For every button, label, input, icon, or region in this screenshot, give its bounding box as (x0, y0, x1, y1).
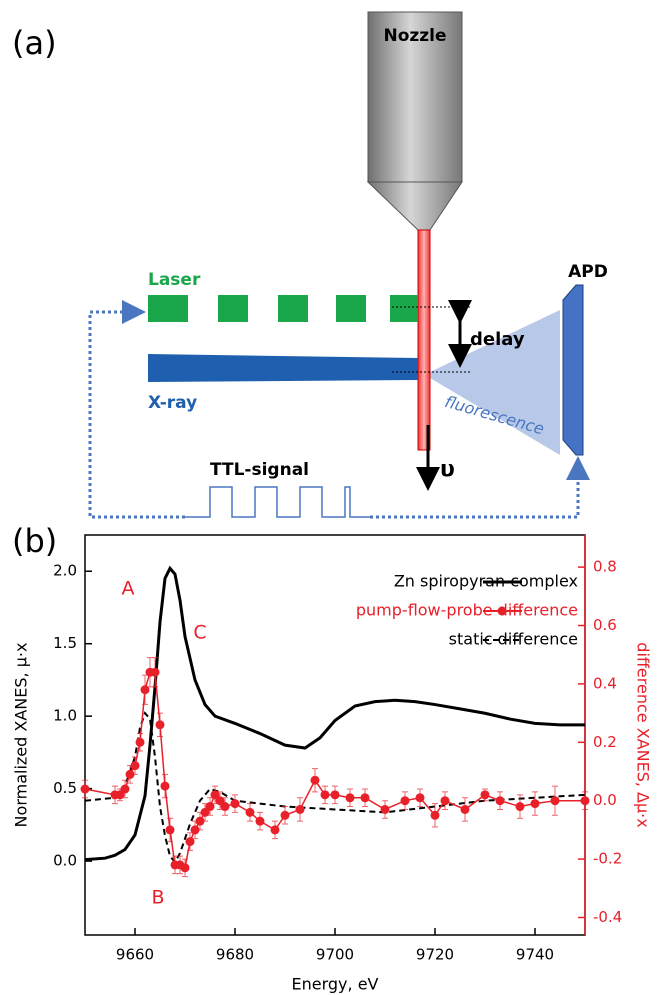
xray-beam (148, 354, 418, 382)
data-point (115, 790, 125, 800)
annotation: B (151, 887, 164, 909)
velocity-label: υ (440, 457, 455, 482)
data-point (155, 720, 165, 730)
panel-b: (b) 9660 9680 9700 9720 9740 0.0 0.5 1.0 1.5 2.0 -… (12, 522, 653, 994)
x-tick-label: 9740 (516, 946, 554, 964)
delay-label: delay (470, 329, 525, 350)
data-point (200, 807, 210, 817)
panel-a: (a) Nozzle Laser X-ray delay fluorescenc… (12, 11, 608, 519)
nozzle-label: Nozzle (383, 26, 446, 46)
panel-label: (a) (12, 24, 57, 62)
y2-tick-label: 0.2 (593, 733, 617, 751)
fluorescence-cone (430, 310, 560, 455)
data-point (160, 781, 170, 791)
data-point (150, 667, 160, 677)
apd-detector (562, 284, 584, 456)
y2-axis-label: difference XANES, Δμ·x (634, 642, 653, 827)
data-point (550, 796, 560, 806)
data-point (215, 796, 225, 806)
data-point (345, 793, 355, 803)
data-point (270, 825, 280, 835)
data-point (255, 816, 265, 826)
y2-tick-label: -0.2 (593, 850, 622, 868)
laser-label: Laser (148, 270, 201, 290)
data-point (515, 802, 525, 812)
trigger-line (370, 456, 590, 519)
y-tick-label: 1.0 (53, 707, 77, 725)
data-point (360, 793, 370, 803)
data-point (380, 804, 390, 814)
y-tick-label: 2.0 (53, 562, 77, 580)
series-line (84, 671, 585, 870)
legend-marker (497, 606, 507, 616)
y-tick-label: 0.0 (53, 852, 77, 870)
annotation: A (122, 578, 135, 600)
data-point (495, 796, 505, 806)
data-point (135, 737, 145, 747)
data-point (480, 790, 490, 800)
legend-label: static difference (449, 630, 578, 649)
data-point (195, 816, 205, 826)
data-point (245, 807, 255, 817)
nozzle (367, 11, 463, 183)
legend-label: Zn spiropyran complex (394, 572, 578, 591)
data-point (230, 799, 240, 809)
nozzle-cone (366, 181, 463, 231)
x-tick-label: 9700 (316, 946, 354, 964)
y-axis-label: Normalized XANES, μ·x (12, 643, 31, 828)
data-point (320, 790, 330, 800)
legend-label: pump-flow-probe difference (356, 601, 578, 620)
data-point (330, 790, 340, 800)
data-point (295, 804, 305, 814)
data-point (80, 784, 90, 794)
y-tick-label: 1.5 (53, 634, 77, 652)
data-point (125, 769, 135, 779)
ttl-pulses (185, 486, 370, 518)
x-tick-label: 9660 (116, 946, 154, 964)
y-tick-label: 0.5 (53, 779, 77, 797)
x-tick-label: 9720 (416, 946, 454, 964)
data-point (400, 796, 410, 806)
data-point (220, 802, 230, 812)
data-point (205, 802, 215, 812)
y2-tick-label: 0.6 (593, 616, 617, 634)
data-point (120, 784, 130, 794)
data-point (415, 793, 425, 803)
laser-pulses (148, 295, 418, 322)
trigger-line (88, 300, 185, 519)
data-point (310, 775, 320, 785)
y2-tick-label: 0.0 (593, 791, 617, 809)
data-point (190, 825, 200, 835)
data-point (460, 804, 470, 814)
data-point (165, 825, 175, 835)
y2-tick-label: 0.8 (593, 558, 617, 576)
data-point (185, 837, 195, 847)
x-tick-label: 9680 (216, 946, 254, 964)
liquid-jet (417, 229, 431, 451)
y2-tick-label: -0.4 (593, 908, 622, 926)
series-line (84, 565, 585, 862)
data-point (140, 685, 150, 695)
data-point (530, 799, 540, 809)
y2-tick-label: 0.4 (593, 674, 617, 692)
data-point (580, 796, 590, 806)
ttl-label: TTL-signal (210, 460, 309, 480)
data-point (280, 810, 290, 820)
data-point (430, 810, 440, 820)
data-point (440, 796, 450, 806)
data-point (180, 863, 190, 873)
annotation: C (193, 622, 206, 644)
x-axis-label: Energy, eV (292, 975, 379, 994)
apd-label: APD (568, 262, 608, 282)
data-point (210, 790, 220, 800)
xray-label: X-ray (148, 393, 197, 413)
data-point (130, 761, 140, 771)
panel-label: (b) (12, 522, 57, 560)
